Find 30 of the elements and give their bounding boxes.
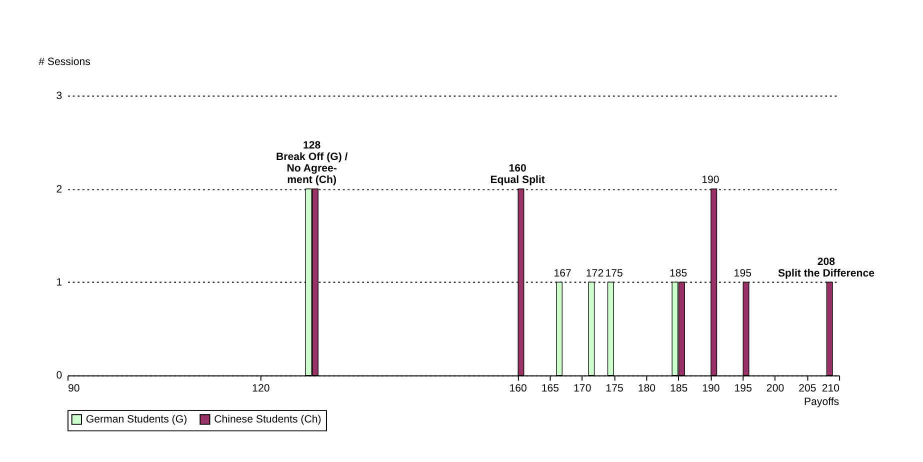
x-tick-label: 195 (734, 382, 752, 394)
annotation: 185 (670, 267, 688, 280)
annotation: 172 (586, 267, 604, 280)
x-tick-label: 200 (766, 382, 784, 394)
x-tick-label: 205 (798, 382, 816, 394)
annotation: 175 (605, 267, 623, 280)
y-tick-label: 1 (56, 276, 62, 288)
x-tick-label: 175 (606, 382, 624, 394)
x-tick-label: 160 (509, 382, 528, 394)
x-tick-label: 210 (822, 382, 840, 394)
x-axis-title: Payoffs (804, 396, 840, 408)
legend-label: German Students (G) (86, 413, 188, 426)
y-tick-label: 0 (56, 370, 62, 382)
annotation: 195 (734, 267, 752, 280)
y-tick-label: 3 (56, 90, 62, 102)
y-axis-title: # Sessions (38, 56, 90, 68)
x-tick-label: 185 (670, 382, 688, 394)
x-tick-label: 90 (68, 382, 80, 394)
annotation: 208 Split the Difference (778, 256, 875, 280)
legend-label: Chinese Students (Ch) (214, 413, 322, 426)
y-tick-label: 2 (56, 183, 62, 196)
annotation: 160 Equal Split (490, 162, 546, 186)
annotation: 190 (702, 174, 720, 186)
annotation: 167 (554, 267, 572, 280)
x-tick-label: 120 (252, 382, 270, 394)
x-tick-label: 165 (541, 382, 560, 394)
x-tick-label: 190 (702, 382, 720, 394)
annotation: 128 Break Off (G) / No Agree- ment (Ch) (276, 139, 348, 186)
x-tick-label: 180 (638, 382, 656, 394)
x-tick-label: 170 (574, 382, 592, 394)
